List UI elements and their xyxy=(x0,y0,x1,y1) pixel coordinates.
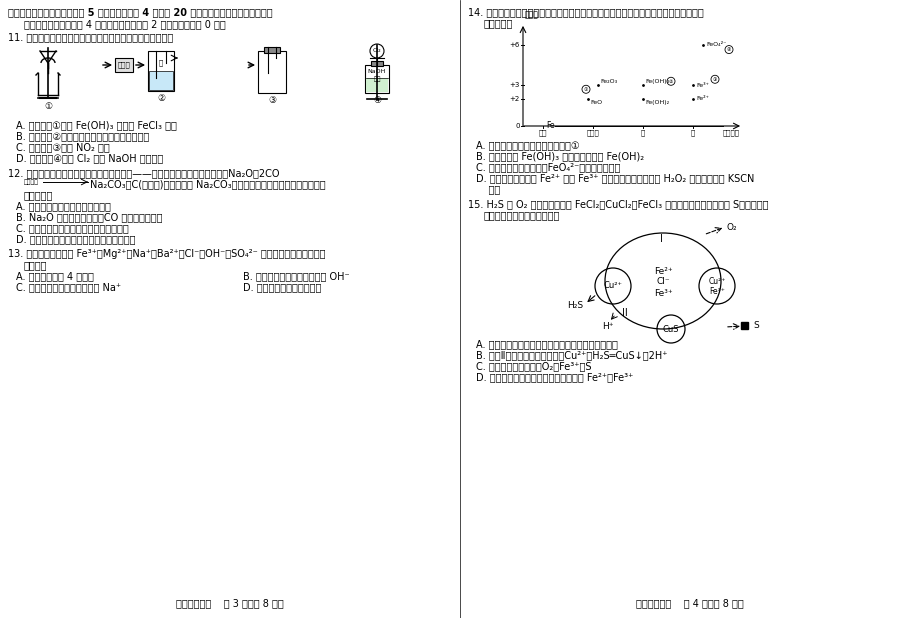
Text: Fe²⁺: Fe²⁺ xyxy=(696,96,709,101)
Text: D. 上述生产石墨烯的反应属于氧化还原反应: D. 上述生产石墨烯的反应属于氧化还原反应 xyxy=(16,234,135,244)
Text: D. 利用装置④证明 Cl₂ 易与 NaOH 溶液反应: D. 利用装置④证明 Cl₂ 易与 NaOH 溶液反应 xyxy=(16,153,163,163)
Text: +2: +2 xyxy=(509,96,519,102)
Text: O₂: O₂ xyxy=(726,222,737,232)
Text: 高一化学试题    第 3 页（共 8 页）: 高一化学试题 第 3 页（共 8 页） xyxy=(176,598,284,608)
Text: C. 若溶液呈碱性，则一定含有 Na⁺: C. 若溶液呈碱性，则一定含有 Na⁺ xyxy=(16,282,121,292)
Bar xyxy=(740,322,747,329)
Text: 高一化学试题    第 4 页（共 8 页）: 高一化学试题 第 4 页（共 8 页） xyxy=(635,598,743,608)
Bar xyxy=(257,51,286,93)
Text: A. 铁与氧气反应可以实现上述转化①: A. 铁与氧气反应可以实现上述转化① xyxy=(475,140,579,150)
Text: +6: +6 xyxy=(509,41,519,48)
Text: Na₂CO₃＋C(石墨烯)，然后除去 Na₂CO₃，即可制得蜂窝状石墨烯。下列说法: Na₂CO₃＋C(石墨烯)，然后除去 Na₂CO₃，即可制得蜂窝状石墨烯。下列说… xyxy=(90,179,325,189)
Text: 不正确的是: 不正确的是 xyxy=(24,190,53,200)
Text: 盐: 盐 xyxy=(690,129,695,135)
Text: 11. 利用如图所示装置进行实验，不能达到相应实验目的的是: 11. 利用如图所示装置进行实验，不能达到相应实验目的的是 xyxy=(8,32,173,42)
Text: Cl⁻: Cl⁻ xyxy=(655,277,669,287)
Text: 不正确的是: 不正确的是 xyxy=(483,18,513,28)
Text: ②: ② xyxy=(157,94,165,103)
Text: C. 上述生产石墨烯的反应属于复分解反应: C. 上述生产石墨烯的反应属于复分解反应 xyxy=(16,223,129,233)
Text: A. 溶液中最多有 4 种离子: A. 溶液中最多有 4 种离子 xyxy=(16,271,94,281)
Text: 如图所示。下列描述正确的是: 如图所示。下列描述正确的是 xyxy=(483,210,560,220)
Text: Cu²⁺: Cu²⁺ xyxy=(603,282,622,290)
Text: A. 石墨烯与金刚石互为同素异形体: A. 石墨烯与金刚石互为同素异形体 xyxy=(16,201,111,211)
Text: C. 利用装置③收集 NO₂ 气体: C. 利用装置③收集 NO₂ 气体 xyxy=(16,142,109,152)
Text: B. 利用装置②干燥、收集氨气并吸收多余的氨气: B. 利用装置②干燥、收集氨气并吸收多余的氨气 xyxy=(16,131,149,141)
Text: 碱石灰: 碱石灰 xyxy=(118,61,130,67)
Text: 碱: 碱 xyxy=(641,129,644,135)
Text: A. 利用装置①分离 Fe(OH)₃ 胶体和 FeCl₃ 溶液: A. 利用装置①分离 Fe(OH)₃ 胶体和 FeCl₃ 溶液 xyxy=(16,120,176,130)
Text: B. 过程Ⅱ反应的离子方程式为：Cu²⁺＋H₂S═CuS↓＋2H⁺: B. 过程Ⅱ反应的离子方程式为：Cu²⁺＋H₂S═CuS↓＋2H⁺ xyxy=(475,350,667,360)
Text: 一定条件: 一定条件 xyxy=(24,179,39,185)
Bar xyxy=(149,71,173,90)
Text: Cu²⁺: Cu²⁺ xyxy=(708,276,725,286)
Text: ④: ④ xyxy=(372,96,380,105)
Text: B. 从图中可知 Fe(OH)₃ 无法一步转化为 Fe(OH)₂: B. 从图中可知 Fe(OH)₃ 无法一步转化为 Fe(OH)₂ xyxy=(475,151,643,161)
Text: 14. 利用铁元素价类二维图可以从不同角度研究含铁物质的性质及其转化关系，下列说法: 14. 利用铁元素价类二维图可以从不同角度研究含铁物质的性质及其转化关系，下列说… xyxy=(468,7,703,17)
Text: A. 在图示转化关系中，化合价不变的元素只有氢和氯: A. 在图示转化关系中，化合价不变的元素只有氢和氯 xyxy=(475,339,618,349)
Text: 合题意，全部选对的得 4 分，选对但不全的得 2 分，有错选的得 0 分。: 合题意，全部选对的得 4 分，选对但不全的得 2 分，有错选的得 0 分。 xyxy=(24,19,225,29)
Text: 二、不定项选择题：本题包括 5 个小题，每小题 4 分，共 20 分。每小题有一个或两个选项符: 二、不定项选择题：本题包括 5 个小题，每小题 4 分，共 20 分。每小题有一… xyxy=(8,7,272,17)
Text: ②: ② xyxy=(668,78,673,84)
Text: FeO: FeO xyxy=(589,100,601,105)
Text: FeO₄²⁻: FeO₄²⁻ xyxy=(705,42,726,47)
Text: Fe³⁺: Fe³⁺ xyxy=(696,83,709,88)
Text: Fe: Fe xyxy=(545,122,554,130)
Text: Fe³⁺: Fe³⁺ xyxy=(709,287,724,297)
Text: ③: ③ xyxy=(712,77,717,82)
Text: 溶液: 溶液 xyxy=(373,76,380,82)
Text: B. Na₂O 属于碱性氧化物，CO 属于酸性氧化物: B. Na₂O 属于碱性氧化物，CO 属于酸性氧化物 xyxy=(16,212,163,222)
Bar xyxy=(370,61,382,66)
Text: 水: 水 xyxy=(159,60,163,66)
Text: B. 若溶液有颜色，则一定没有 OH⁻: B. 若溶液有颜色，则一定没有 OH⁻ xyxy=(243,271,349,281)
Text: NaOH: NaOH xyxy=(368,69,386,74)
Bar xyxy=(366,78,388,92)
Bar xyxy=(148,51,174,91)
Text: 氧化物: 氧化物 xyxy=(586,129,598,135)
Text: Fe³⁺: Fe³⁺ xyxy=(653,289,672,297)
Text: D. 欲证明某溶液中含 Fe²⁺ 而无 Fe³⁺ 的最佳方案为：先滴加 H₂O₂ 溶液，再滴加 KSCN: D. 欲证明某溶液中含 Fe²⁺ 而无 Fe³⁺ 的最佳方案为：先滴加 H₂O₂… xyxy=(475,173,754,183)
Text: Fe(OH)₃: Fe(OH)₃ xyxy=(644,79,668,84)
Text: 正确的是: 正确的是 xyxy=(24,260,48,270)
Text: 12. 最近，科学家开发出一种低成本光伏材料——蜂窝状石墨烯。生产原理是：Na₂O＋2CO: 12. 最近，科学家开发出一种低成本光伏材料——蜂窝状石墨烯。生产原理是：Na₂… xyxy=(8,168,279,178)
Text: II: II xyxy=(621,308,627,318)
Text: H₂S: H₂S xyxy=(566,302,583,310)
Text: 15. H₂S 和 O₂ 的混合气体通入 FeCl₂、CuCl₂、FeCl₃ 的混合溶液中反应可回收 S，转化过程: 15. H₂S 和 O₂ 的混合气体通入 FeCl₂、CuCl₂、FeCl₃ 的… xyxy=(468,199,767,209)
Text: H⁺: H⁺ xyxy=(602,322,613,331)
Bar xyxy=(115,58,133,72)
Text: 化合价: 化合价 xyxy=(525,10,539,19)
Text: Fe(OH)₂: Fe(OH)₂ xyxy=(644,100,668,105)
Text: ①: ① xyxy=(584,87,587,92)
Text: 单质: 单质 xyxy=(539,129,547,135)
Text: Cl₂: Cl₂ xyxy=(372,48,380,53)
Bar xyxy=(365,65,389,93)
Text: C. 由图可预测高铁酸盐（FeO₄²⁻）具有强氧化性: C. 由图可预测高铁酸盐（FeO₄²⁻）具有强氧化性 xyxy=(475,162,619,172)
Text: D. 转化过程中参加循环反应的离子只有 Fe²⁺、Fe³⁺: D. 转化过程中参加循环反应的离子只有 Fe²⁺、Fe³⁺ xyxy=(475,372,632,382)
Text: ④: ④ xyxy=(726,47,731,52)
Text: Fe₂O₃: Fe₂O₃ xyxy=(599,79,617,84)
Text: 13. 某溶液中可能含有 Fe³⁺、Mg²⁺、Na⁺、Ba²⁺、Cl⁻、OH⁻、SO₄²⁻ 中的若干种，下列说法中: 13. 某溶液中可能含有 Fe³⁺、Mg²⁺、Na⁺、Ba²⁺、Cl⁻、OH⁻、… xyxy=(8,249,325,259)
Text: Fe²⁺: Fe²⁺ xyxy=(653,266,672,276)
Text: S: S xyxy=(752,321,758,331)
Text: 0: 0 xyxy=(515,123,519,129)
Text: I: I xyxy=(659,234,662,244)
Bar xyxy=(264,47,279,53)
Text: 物质类别: 物质类别 xyxy=(722,129,739,135)
Text: CuS: CuS xyxy=(662,324,678,334)
Text: +3: +3 xyxy=(509,82,519,88)
Text: ③: ③ xyxy=(267,96,276,105)
Text: 溶液: 溶液 xyxy=(475,184,500,194)
Text: C. 氧化性强弱顺序为：O₂＞Fe³⁺＞S: C. 氧化性强弱顺序为：O₂＞Fe³⁺＞S xyxy=(475,361,591,371)
Text: D. 该溶液不可能溶解单质铜: D. 该溶液不可能溶解单质铜 xyxy=(243,282,321,292)
Text: ①: ① xyxy=(44,102,52,111)
